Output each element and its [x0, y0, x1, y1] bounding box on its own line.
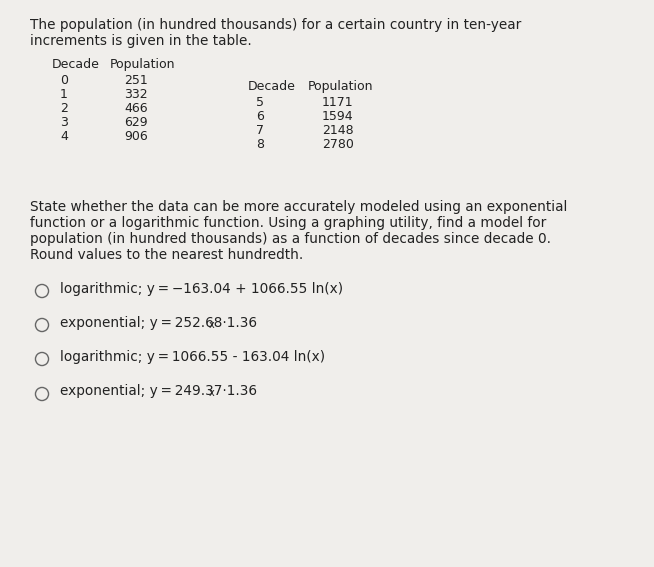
Text: 3: 3: [60, 116, 68, 129]
Text: Decade: Decade: [52, 58, 100, 71]
Text: 8: 8: [256, 138, 264, 151]
Text: 1171: 1171: [322, 96, 354, 109]
Text: logarithmic; y = 1066.55 - 163.04 ln(x): logarithmic; y = 1066.55 - 163.04 ln(x): [60, 350, 325, 364]
Text: 5: 5: [256, 96, 264, 109]
Text: 906: 906: [124, 130, 148, 143]
Text: Round values to the nearest hundredth.: Round values to the nearest hundredth.: [30, 248, 303, 262]
Text: exponential; y = 249.37·1.36: exponential; y = 249.37·1.36: [60, 384, 257, 398]
Text: 1594: 1594: [322, 110, 354, 123]
Text: State whether the data can be more accurately modeled using an exponential: State whether the data can be more accur…: [30, 200, 568, 214]
Text: 629: 629: [124, 116, 148, 129]
Text: Population: Population: [110, 58, 175, 71]
Text: 2: 2: [60, 102, 68, 115]
Text: 466: 466: [124, 102, 148, 115]
Text: 251: 251: [124, 74, 148, 87]
Text: 6: 6: [256, 110, 264, 123]
Text: function or a logarithmic function. Using a graphing utility, find a model for: function or a logarithmic function. Usin…: [30, 216, 546, 230]
Text: 332: 332: [124, 88, 148, 101]
Text: Decade: Decade: [248, 80, 296, 93]
Text: 4: 4: [60, 130, 68, 143]
Text: increments is given in the table.: increments is given in the table.: [30, 34, 252, 48]
Text: logarithmic; y = −163.04 + 1066.55 ln(x): logarithmic; y = −163.04 + 1066.55 ln(x): [60, 282, 343, 296]
Text: 1: 1: [60, 88, 68, 101]
Text: Population: Population: [308, 80, 373, 93]
Text: 7: 7: [256, 124, 264, 137]
Text: exponential; y = 252.68·1.36: exponential; y = 252.68·1.36: [60, 316, 257, 330]
Text: The population (in hundred thousands) for a certain country in ten-year: The population (in hundred thousands) fo…: [30, 18, 521, 32]
Text: 2780: 2780: [322, 138, 354, 151]
Text: x: x: [209, 320, 214, 330]
Text: 2148: 2148: [322, 124, 354, 137]
Text: x: x: [209, 388, 214, 398]
Text: 0: 0: [60, 74, 68, 87]
Text: population (in hundred thousands) as a function of decades since decade 0.: population (in hundred thousands) as a f…: [30, 232, 551, 246]
